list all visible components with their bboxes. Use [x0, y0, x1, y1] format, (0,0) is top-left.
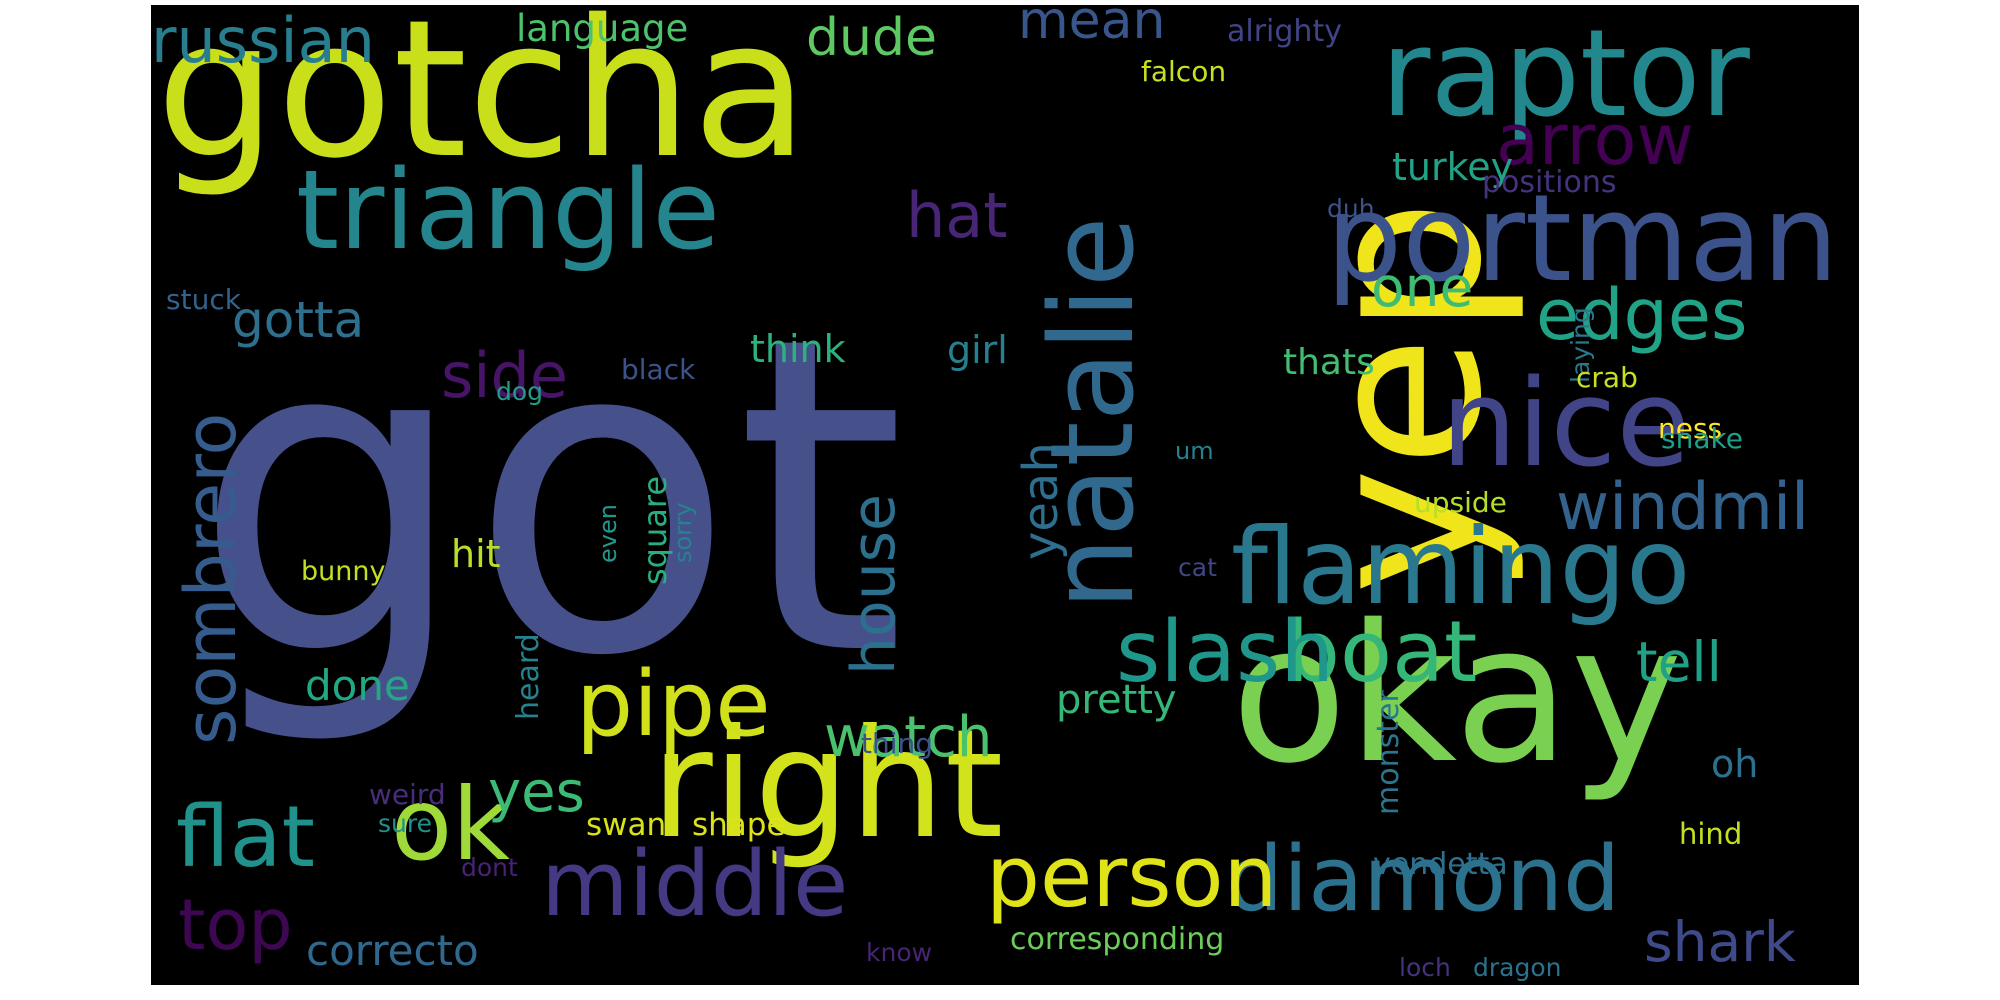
word-nice: nice — [1441, 355, 1691, 494]
word-falcon: falcon — [1141, 55, 1227, 88]
word-corresponding: corresponding — [1010, 922, 1225, 957]
word-sorry: sorry — [669, 502, 697, 563]
word-language: language — [516, 7, 689, 50]
word-dont: dont — [461, 853, 518, 882]
word-duh: duh — [1327, 194, 1375, 223]
word-pretty: pretty — [1056, 677, 1177, 723]
word-gotcha: gotcha — [156, 5, 809, 200]
word-think: think — [750, 327, 846, 371]
word-weird: weird — [369, 778, 446, 811]
word-tell: tell — [1636, 630, 1722, 694]
word-cloud: got gotcha yep okay right raptor portman triang… — [151, 5, 1859, 985]
word-mean: mean — [1018, 5, 1166, 51]
word-got: got — [193, 244, 906, 751]
word-turkey: turkey — [1392, 145, 1514, 189]
word-thats: thats — [1283, 342, 1375, 383]
word-sombrero: sombrero — [170, 412, 252, 745]
word-heard: heard — [511, 633, 546, 720]
word-hit: hit — [451, 532, 501, 576]
word-alrighty: alrighty — [1227, 14, 1342, 49]
word-done: done — [305, 661, 410, 710]
word-oh: oh — [1711, 742, 1759, 786]
word-black: black — [621, 353, 696, 386]
word-hat: hat — [906, 179, 1008, 252]
word-one: one — [1371, 255, 1474, 319]
word-diamond: diamond — [1226, 827, 1621, 932]
word-slash: slash — [1116, 603, 1335, 702]
word-cat: cat — [1178, 553, 1217, 582]
word-windmill: windmil — [1556, 470, 1810, 545]
word-dragon: dragon — [1473, 953, 1562, 982]
word-ok: ok — [391, 766, 511, 883]
word-yeah: yeah — [1013, 442, 1069, 560]
word-sure: sure — [378, 809, 432, 838]
word-positions: positions — [1482, 165, 1617, 200]
word-ness: ness — [1658, 412, 1723, 445]
word-shape: shape — [692, 807, 786, 843]
word-hind: hind — [1679, 817, 1743, 851]
word-boat: boat — [1286, 603, 1478, 702]
word-raptor: raptor — [1381, 5, 1750, 144]
word-house: house — [839, 494, 909, 675]
word-portman: portman — [1326, 170, 1839, 309]
word-thing: thing — [861, 727, 934, 760]
word-russian: russian — [151, 5, 375, 77]
word-right: right — [651, 698, 1004, 872]
word-watch: watch — [824, 705, 993, 770]
word-know: know — [866, 938, 933, 967]
word-swan: swan — [586, 807, 667, 843]
word-person: person — [986, 828, 1278, 927]
word-even: even — [594, 504, 622, 563]
word-yes: yes — [488, 760, 585, 825]
word-stuck: stuck — [166, 283, 241, 316]
word-triangle: triangle — [296, 146, 721, 274]
word-flamingo: flamingo — [1231, 506, 1691, 628]
word-vendetta: vendetta — [1373, 847, 1508, 882]
word-side: side — [441, 339, 569, 412]
word-edges: edges — [1536, 274, 1748, 356]
word-bunny: bunny — [301, 556, 386, 587]
word-um: um — [1175, 437, 1214, 465]
word-dog: dog — [496, 377, 544, 406]
word-square: square — [636, 475, 674, 585]
word-dude: dude — [806, 8, 937, 68]
word-gotta: gotta — [232, 291, 365, 349]
word-correcto: correcto — [306, 926, 479, 975]
word-middle: middle — [541, 832, 849, 937]
word-monster: monster — [1371, 690, 1406, 815]
word-pipe: pipe — [576, 652, 771, 757]
word-girl: girl — [947, 328, 1008, 372]
word-upside: upside — [1414, 486, 1507, 519]
word-arrow: arrow — [1496, 99, 1694, 181]
word-crab: crab — [1576, 361, 1638, 394]
word-top: top — [178, 884, 293, 966]
word-snake: snake — [1661, 422, 1743, 455]
word-okay: okay — [1231, 584, 1683, 805]
word-flat: flat — [176, 788, 315, 887]
word-shark: shark — [1644, 910, 1796, 974]
word-loch: loch — [1399, 953, 1451, 982]
